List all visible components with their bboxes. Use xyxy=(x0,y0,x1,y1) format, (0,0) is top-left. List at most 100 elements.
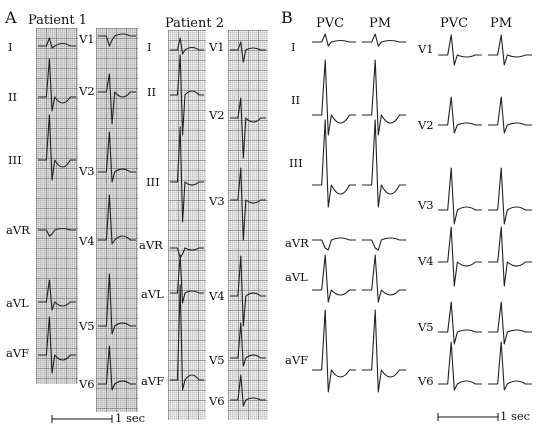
ecg-waveform xyxy=(312,254,356,303)
ecg-waveform xyxy=(488,226,532,287)
ecg-waveform xyxy=(362,59,406,136)
ecg-waveform xyxy=(38,37,76,49)
ecg-waveform xyxy=(170,37,204,55)
ecg-waveform xyxy=(98,131,136,183)
p2-chest-label: V6 xyxy=(209,394,225,408)
ecg-waveform xyxy=(170,126,204,223)
ecg-waveform xyxy=(38,316,76,374)
ecg-waveform xyxy=(170,284,204,391)
ecg-waveform xyxy=(230,97,266,159)
b-limb-label: I xyxy=(291,40,296,54)
b-limb-label: aVF xyxy=(285,353,309,367)
b-limb-label: aVR xyxy=(285,236,309,250)
patient1-title: Patient 1 xyxy=(28,13,87,28)
ecg-waveform xyxy=(488,96,532,134)
b-chest-label: V4 xyxy=(418,254,434,268)
b-limb-label: aVL xyxy=(285,270,308,284)
p1-chest-label: V6 xyxy=(79,377,95,391)
ecg-waveform xyxy=(230,322,266,367)
ecg-waveform xyxy=(488,167,532,225)
ecg-waveform xyxy=(170,247,204,259)
ecg-waveform xyxy=(170,254,204,304)
p2-chest-label: V1 xyxy=(209,40,225,54)
scale-label-a: 1 sec xyxy=(115,411,146,425)
column-header-pvc: PVC xyxy=(316,16,345,31)
ecg-waveform xyxy=(438,301,482,345)
ecg-waveform xyxy=(362,254,406,303)
b-limb-label: II xyxy=(291,93,301,107)
ecg-waveform xyxy=(488,34,532,66)
p2-chest-label: V4 xyxy=(209,289,225,303)
p1-lead-label: I xyxy=(8,40,13,54)
p1-lead-label: aVL xyxy=(6,296,29,310)
ecg-waveform xyxy=(438,226,482,287)
scale-bar-b xyxy=(437,413,499,421)
ecg-waveform xyxy=(98,73,136,125)
column-header-pm: PM xyxy=(369,16,392,31)
ecg-waveform xyxy=(438,167,482,225)
scale-bar-a xyxy=(51,415,113,423)
ecg-waveform xyxy=(98,33,136,47)
p2-lead-label: II xyxy=(147,85,157,99)
ecg-waveform xyxy=(362,119,406,208)
p2-lead-label: aVR xyxy=(139,238,163,252)
ecg-waveform xyxy=(230,374,266,407)
patient2-limb-strip xyxy=(168,30,206,420)
p2-chest-label: V5 xyxy=(209,353,225,367)
ecg-waveform xyxy=(230,255,266,327)
panel-a-label: A xyxy=(5,8,17,27)
ecg-waveform xyxy=(230,167,266,241)
ecg-waveform xyxy=(438,341,482,391)
ecg-waveform xyxy=(488,301,532,345)
ecg-waveform xyxy=(38,114,76,181)
b-chest-label: V2 xyxy=(418,118,434,132)
p1-lead-label: II xyxy=(8,90,18,104)
patient2-chest-strip xyxy=(228,30,268,420)
p2-lead-label: aVF xyxy=(141,374,165,388)
b-chest-label: V5 xyxy=(418,320,434,334)
column-header-pm: PM xyxy=(490,16,513,31)
ecg-waveform xyxy=(312,237,356,251)
ecg-waveform xyxy=(312,59,356,136)
b-limb-label: III xyxy=(289,156,303,170)
ecg-waveform xyxy=(230,41,266,63)
p2-lead-label: I xyxy=(147,40,152,54)
panel-b-label: B xyxy=(281,8,293,27)
p1-chest-label: V2 xyxy=(79,84,95,98)
ecg-waveform xyxy=(362,33,406,47)
ecg-waveform xyxy=(38,279,76,311)
p1-chest-label: V4 xyxy=(79,234,95,248)
b-chest-label: V6 xyxy=(418,374,434,388)
ecg-waveform xyxy=(438,96,482,134)
ecg-waveform xyxy=(312,119,356,208)
ecg-waveform xyxy=(38,58,76,112)
ecg-waveform xyxy=(170,54,204,136)
p1-chest-label: V5 xyxy=(79,319,95,333)
ecg-waveform xyxy=(362,237,406,251)
b-chest-label: V1 xyxy=(418,42,434,56)
scale-label-b: 1 sec xyxy=(500,409,531,423)
ecg-waveform xyxy=(312,309,356,393)
p2-lead-label: III xyxy=(146,175,160,189)
patient2-title: Patient 2 xyxy=(165,16,224,31)
ecg-waveform xyxy=(98,194,136,245)
p1-lead-label: aVR xyxy=(6,223,30,237)
p2-lead-label: aVL xyxy=(141,287,164,301)
ecg-waveform xyxy=(488,341,532,391)
ecg-waveform xyxy=(312,33,356,47)
ecg-waveform xyxy=(98,345,136,391)
patient1-limb-strip xyxy=(36,28,78,384)
column-header-pvc: PVC xyxy=(440,16,469,31)
p1-lead-label: III xyxy=(8,153,22,167)
p1-lead-label: aVF xyxy=(6,346,30,360)
ecg-waveform xyxy=(98,273,136,335)
p2-chest-label: V2 xyxy=(209,108,225,122)
p1-chest-label: V1 xyxy=(79,32,95,46)
p2-chest-label: V3 xyxy=(209,194,225,208)
ecg-waveform xyxy=(438,34,482,66)
ecg-waveform xyxy=(362,309,406,393)
p1-chest-label: V3 xyxy=(79,164,95,178)
ecg-waveform xyxy=(38,227,76,237)
b-chest-label: V3 xyxy=(418,198,434,212)
